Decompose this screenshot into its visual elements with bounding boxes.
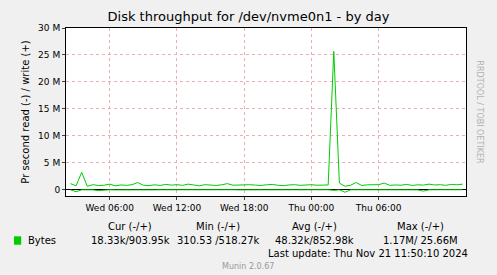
svg-text:RRDTOOL / TOBI OETIKER: RRDTOOL / TOBI OETIKER [475, 61, 484, 164]
svg-text:15 M: 15 M [38, 104, 60, 114]
svg-text:Min (-/+): Min (-/+) [196, 221, 240, 232]
svg-text:5 M: 5 M [44, 158, 60, 168]
svg-text:0: 0 [54, 185, 60, 195]
svg-text:Cur (-/+): Cur (-/+) [108, 221, 152, 232]
svg-text:310.53 /518.27k: 310.53 /518.27k [177, 235, 260, 246]
svg-text:Pr second read (-) / write (+): Pr second read (-) / write (+) [20, 40, 31, 183]
svg-text:18.33k/903.95k: 18.33k/903.95k [91, 235, 170, 246]
svg-text:Last update: Thu Nov 21 11:50:: Last update: Thu Nov 21 11:50:10 2024 [268, 248, 468, 259]
svg-text:Wed 18:00: Wed 18:00 [220, 203, 269, 213]
svg-text:25 M: 25 M [38, 50, 60, 60]
svg-text:Munin 2.0.67: Munin 2.0.67 [222, 262, 274, 271]
svg-text:Thu 00:00: Thu 00:00 [288, 203, 335, 213]
svg-text:Avg (-/+): Avg (-/+) [292, 221, 337, 232]
svg-text:Disk throughput for /dev/nvme0: Disk throughput for /dev/nvme0n1 - by da… [108, 9, 390, 24]
svg-text:Wed 12:00: Wed 12:00 [153, 203, 202, 213]
svg-text:30 M: 30 M [38, 23, 60, 33]
svg-text:Bytes: Bytes [28, 235, 56, 246]
svg-text:Thu 06:00: Thu 06:00 [355, 203, 402, 213]
svg-text:48.32k/852.98k: 48.32k/852.98k [275, 235, 354, 246]
svg-text:20 M: 20 M [38, 77, 60, 87]
svg-text:Wed 06:00: Wed 06:00 [85, 203, 134, 213]
svg-text:10 M: 10 M [38, 131, 60, 141]
svg-text:1.17M/ 25.66M: 1.17M/ 25.66M [383, 235, 458, 246]
svg-text:Max (-/+): Max (-/+) [397, 221, 444, 232]
